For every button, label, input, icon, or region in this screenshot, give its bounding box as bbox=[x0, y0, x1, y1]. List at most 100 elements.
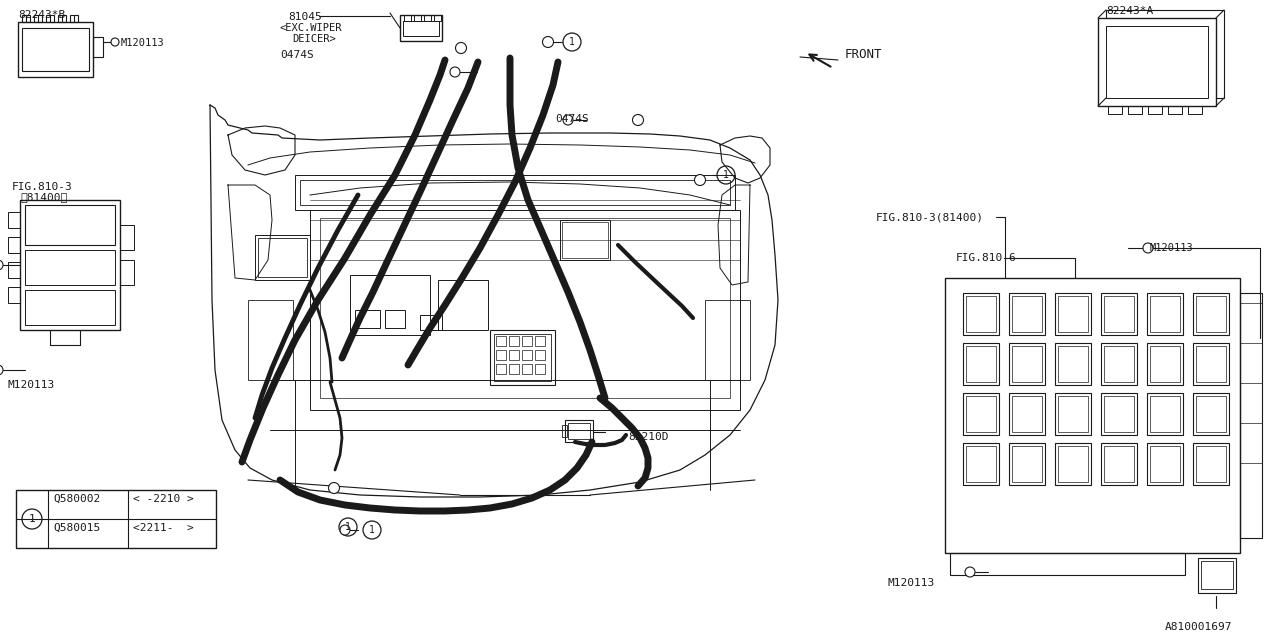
Bar bbox=[966, 396, 996, 432]
Circle shape bbox=[632, 115, 644, 125]
Circle shape bbox=[965, 567, 975, 577]
Bar bbox=[22, 28, 90, 71]
Bar bbox=[1149, 396, 1180, 432]
Text: Q580002: Q580002 bbox=[52, 494, 100, 504]
Bar bbox=[1009, 343, 1044, 385]
Bar bbox=[509, 336, 518, 346]
Bar bbox=[1012, 446, 1042, 482]
Bar bbox=[1149, 346, 1180, 382]
Bar bbox=[1196, 296, 1226, 332]
Text: FRONT: FRONT bbox=[845, 48, 882, 61]
Bar bbox=[966, 346, 996, 382]
Circle shape bbox=[0, 260, 3, 270]
Bar bbox=[22, 15, 29, 22]
Text: 0474S: 0474S bbox=[280, 50, 314, 60]
Bar bbox=[403, 21, 439, 36]
Circle shape bbox=[543, 36, 553, 47]
Circle shape bbox=[456, 42, 466, 54]
Bar bbox=[1147, 293, 1183, 335]
Bar bbox=[1196, 346, 1226, 382]
Bar bbox=[1101, 293, 1137, 335]
Text: M120113: M120113 bbox=[122, 38, 165, 48]
Bar bbox=[497, 364, 506, 374]
Bar bbox=[8, 287, 20, 303]
Bar bbox=[1012, 396, 1042, 432]
Bar bbox=[349, 275, 430, 335]
Bar bbox=[8, 212, 20, 228]
Text: 1: 1 bbox=[570, 37, 575, 47]
Text: Q580015: Q580015 bbox=[52, 523, 100, 533]
Bar bbox=[1188, 106, 1202, 114]
Text: A810001697: A810001697 bbox=[1165, 622, 1233, 632]
Bar bbox=[1108, 106, 1123, 114]
Bar bbox=[1101, 343, 1137, 385]
Bar bbox=[259, 238, 307, 277]
Bar bbox=[420, 315, 442, 330]
Bar bbox=[1193, 293, 1229, 335]
Circle shape bbox=[111, 38, 119, 46]
Bar bbox=[20, 200, 120, 330]
Bar bbox=[1103, 296, 1134, 332]
Text: < -2210 >: < -2210 > bbox=[133, 494, 193, 504]
Circle shape bbox=[340, 525, 349, 535]
Bar bbox=[1055, 443, 1091, 485]
Text: 82243*A: 82243*A bbox=[1106, 6, 1153, 16]
Bar bbox=[564, 420, 593, 442]
Bar bbox=[255, 235, 310, 280]
Bar bbox=[70, 15, 78, 22]
Circle shape bbox=[329, 483, 339, 493]
Bar bbox=[300, 180, 730, 205]
Bar bbox=[490, 330, 556, 385]
Bar bbox=[509, 364, 518, 374]
Bar bbox=[1103, 446, 1134, 482]
Bar bbox=[1201, 561, 1233, 589]
Bar bbox=[15, 490, 216, 548]
Bar bbox=[438, 280, 488, 330]
Text: M120113: M120113 bbox=[8, 380, 55, 390]
Bar bbox=[963, 343, 998, 385]
Bar bbox=[1147, 443, 1183, 485]
Bar bbox=[562, 222, 608, 258]
Bar bbox=[310, 210, 740, 410]
Bar bbox=[1106, 10, 1224, 98]
Bar bbox=[1059, 446, 1088, 482]
Text: DEICER>: DEICER> bbox=[292, 34, 335, 44]
Circle shape bbox=[1143, 243, 1153, 253]
Bar bbox=[1009, 393, 1044, 435]
Bar bbox=[399, 15, 442, 41]
Text: 1: 1 bbox=[369, 525, 375, 535]
Bar bbox=[1198, 558, 1236, 593]
Bar bbox=[1106, 26, 1208, 98]
Bar bbox=[1147, 393, 1183, 435]
Bar bbox=[1147, 343, 1183, 385]
Circle shape bbox=[563, 115, 573, 125]
Bar bbox=[966, 296, 996, 332]
Bar bbox=[18, 22, 93, 77]
Bar bbox=[561, 220, 611, 260]
Bar bbox=[535, 336, 545, 346]
Text: 82243*B: 82243*B bbox=[18, 10, 65, 20]
Bar bbox=[1101, 443, 1137, 485]
Text: <2211-  >: <2211- > bbox=[133, 523, 193, 533]
Bar bbox=[248, 300, 293, 380]
Bar bbox=[1055, 343, 1091, 385]
Bar bbox=[8, 262, 20, 278]
Text: 1: 1 bbox=[723, 170, 728, 180]
Bar bbox=[1009, 443, 1044, 485]
Bar bbox=[522, 336, 532, 346]
Text: M120113: M120113 bbox=[888, 578, 936, 588]
Bar bbox=[568, 423, 590, 439]
Bar bbox=[355, 310, 380, 328]
Bar bbox=[26, 290, 115, 325]
Bar bbox=[705, 300, 750, 380]
Bar bbox=[1098, 18, 1216, 106]
Bar bbox=[385, 310, 404, 328]
Circle shape bbox=[0, 365, 3, 375]
Bar bbox=[1055, 293, 1091, 335]
Bar bbox=[1103, 346, 1134, 382]
Bar bbox=[46, 15, 54, 22]
Bar bbox=[1059, 346, 1088, 382]
Bar bbox=[58, 15, 67, 22]
Circle shape bbox=[451, 67, 460, 77]
Text: FIG.810-6: FIG.810-6 bbox=[956, 253, 1016, 263]
